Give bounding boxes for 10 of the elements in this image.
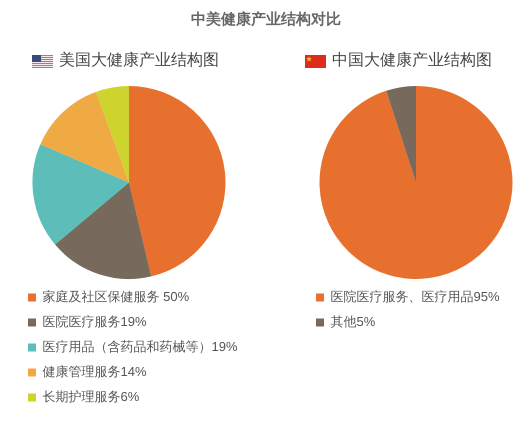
legend-label: 医疗用品（含药品和药械等）19% — [42, 339, 238, 354]
legend-label: 医院医疗服务19% — [42, 314, 147, 330]
legend-label: 家庭及社区保健服务 50% — [42, 289, 190, 304]
chart-title: 中美健康产业结构对比 — [190, 10, 342, 30]
legend-label: 长期护理服务6% — [42, 389, 140, 404]
legend-label: 健康管理服务14% — [42, 364, 147, 380]
chart-subtitle: 美国大健康产业结构图 — [59, 50, 219, 71]
chart-subtitle: 中国大健康产业结构图 — [332, 50, 492, 71]
legend-label: 医院医疗服务、医疗用品95% — [330, 289, 500, 304]
legend-label: 其他5% — [330, 314, 376, 330]
